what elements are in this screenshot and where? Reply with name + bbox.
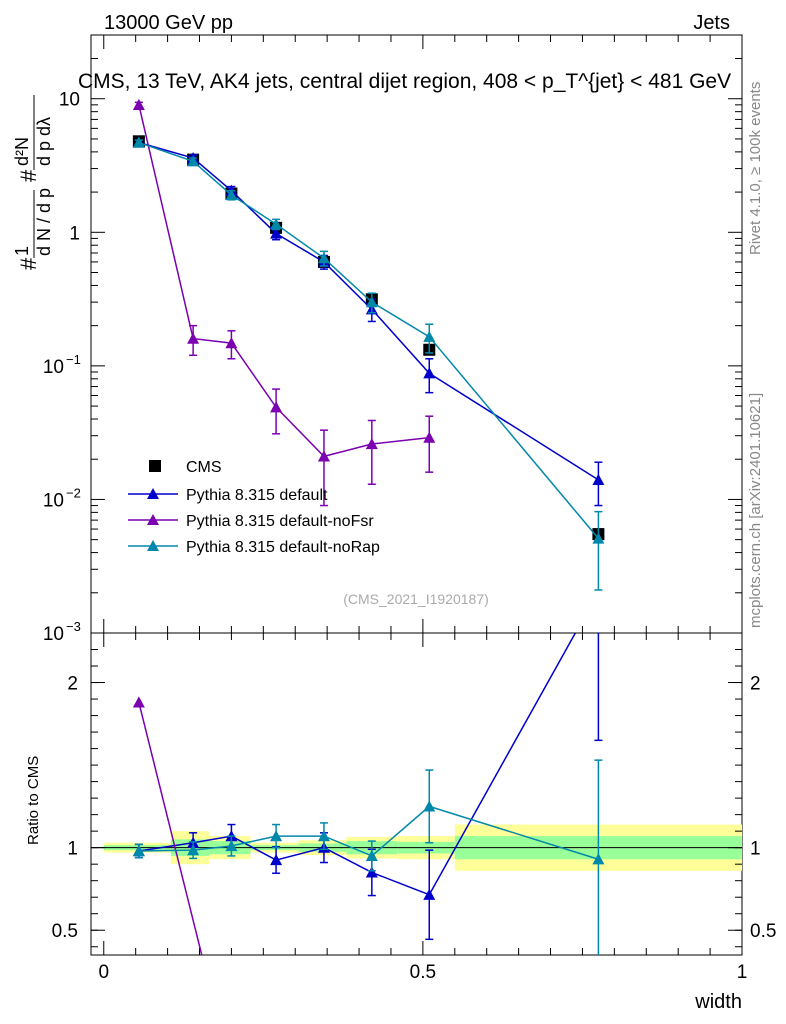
ratio-point-pythia-8-315-default <box>423 888 436 900</box>
svg-text:d N / d p: d N / d p <box>34 188 54 256</box>
data-point-pythia-8-315-default-nofsr <box>317 450 330 462</box>
header-right: Jets <box>693 12 730 34</box>
data-point-pythia-8-315-default-norap <box>317 252 330 264</box>
ratio-point-pythia-8-315-default-norap <box>270 830 283 842</box>
main-title: CMS, 13 TeV, AK4 jets, central dijet reg… <box>78 70 731 93</box>
ratio-point-pythia-8-315-default-norap <box>132 844 145 857</box>
data-point-pythia-8-315-default-norap <box>132 136 145 148</box>
y-tick-exponent: −3 <box>66 619 81 634</box>
y-tick-label: 10 <box>43 357 64 378</box>
ratio-line-pythia-8-315-default-nofsr <box>138 702 203 955</box>
data-point-pythia-8-315-default-nofsr <box>423 431 436 443</box>
data-point-pythia-8-315-default-norap <box>365 296 378 308</box>
ratio-point-pythia-8-315-default-nofsr <box>200 966 212 977</box>
rivet-version-label: Rivet 4.1.0, ≥ 100k events <box>747 82 764 255</box>
y-tick-exponent: −2 <box>66 485 81 500</box>
data-point-pythia-8-315-default-nofsr <box>270 401 283 413</box>
data-point-pythia-8-315-default-nofsr <box>132 98 145 110</box>
ratio-point-pythia-8-315-default-norap <box>365 849 378 862</box>
legend: CMS Pythia 8.315 default Pythia 8.315 de… <box>128 459 380 556</box>
svg-text:1: 1 <box>12 246 32 256</box>
main-series <box>132 98 605 591</box>
legend-norap-marker <box>147 540 159 551</box>
ratio-line-pythia-8-315-default <box>138 633 577 896</box>
legend-nofsr-label: Pythia 8.315 default-noFsr <box>186 513 374 530</box>
x-tick-label: 1 <box>737 962 748 983</box>
legend-default-label: Pythia 8.315 default <box>186 487 328 504</box>
legend-default-marker <box>147 488 159 499</box>
ratio-point-pythia-8-315-default-norap <box>592 853 605 865</box>
svg-text:#: # <box>16 257 41 270</box>
data-point-pythia-8-315-default-nofsr <box>365 438 378 450</box>
x-axis-label: width <box>694 991 742 1013</box>
ratio-point-pythia-8-315-default-norap <box>225 840 238 852</box>
mcplots-label: mcplots.cern.ch [arXiv:2401.10621] <box>747 393 764 628</box>
ratio-y-tick-label-right: 0.5 <box>750 921 776 942</box>
data-point-pythia-8-315-default <box>592 473 605 486</box>
ratio-y-axis-label: Ratio to CMS <box>25 756 42 845</box>
ratio-point-pythia-8-315-default-norap <box>423 800 436 812</box>
x-tick-label: 0.5 <box>410 962 436 983</box>
svg-text:d²N: d²N <box>12 137 32 166</box>
ratio-y-tick-label-left: 0.5 <box>52 921 78 942</box>
ratio-y-tick-label-left: 2 <box>67 674 78 695</box>
svg-text:d p dλ: d p dλ <box>34 117 54 166</box>
svg-text:#: # <box>16 169 41 182</box>
data-point-pythia-8-315-default-norap <box>592 532 605 544</box>
data-point-pythia-8-315-default-norap <box>423 330 436 342</box>
series-line-pythia-8-315-default-norap <box>138 141 599 539</box>
ratio-point-pythia-8-315-default <box>270 854 283 866</box>
legend-cms-label: CMS <box>186 459 222 476</box>
legend-cms-marker <box>149 460 161 472</box>
y-tick-label: 10 <box>43 624 64 645</box>
data-point-pythia-8-315-default-norap <box>270 218 283 230</box>
y-tick-label: 10 <box>59 90 80 111</box>
data-point-pythia-8-315-default-nofsr <box>187 332 200 344</box>
ratio-point-pythia-8-315-default <box>365 866 378 878</box>
data-point-pythia-8-315-default <box>270 227 283 239</box>
data-point-pythia-8-315-default-nofsr <box>225 337 238 349</box>
legend-norap-label: Pythia 8.315 default-noRap <box>186 539 380 556</box>
data-point-pythia-8-315-default-norap <box>225 189 238 201</box>
ratio-point-pythia-8-315-default-norap <box>187 844 200 856</box>
main-y-axis-label: # 1 d N / d p # d²N d p dλ <box>12 95 54 270</box>
ratio-y-tick-label-right: 2 <box>750 674 761 695</box>
ratio-y-tick-label-left: 1 <box>67 839 78 860</box>
data-point-pythia-8-315-default <box>423 367 436 379</box>
legend-nofsr-marker <box>147 514 159 525</box>
ratio-plot-frame <box>90 632 743 956</box>
y-tick-label: 1 <box>69 223 80 244</box>
y-tick-exponent: −1 <box>66 352 81 367</box>
analysis-watermark: (CMS_2021_I1920187) <box>343 591 489 607</box>
y-tick-label: 10 <box>43 490 64 511</box>
data-point-pythia-8-315-default-norap <box>187 155 200 167</box>
ratio-series <box>132 633 605 977</box>
ratio-point-pythia-8-315-default-norap <box>317 830 330 842</box>
ratio-point-pythia-8-315-default-nofsr <box>132 696 145 708</box>
series-line-pythia-8-315-default <box>138 141 599 481</box>
ratio-line-pythia-8-315-default-norap <box>138 805 599 860</box>
ratio-y-tick-label-right: 1 <box>750 839 761 860</box>
x-tick-label: 0 <box>98 962 109 983</box>
header-left: 13000 GeV pp <box>104 12 233 34</box>
